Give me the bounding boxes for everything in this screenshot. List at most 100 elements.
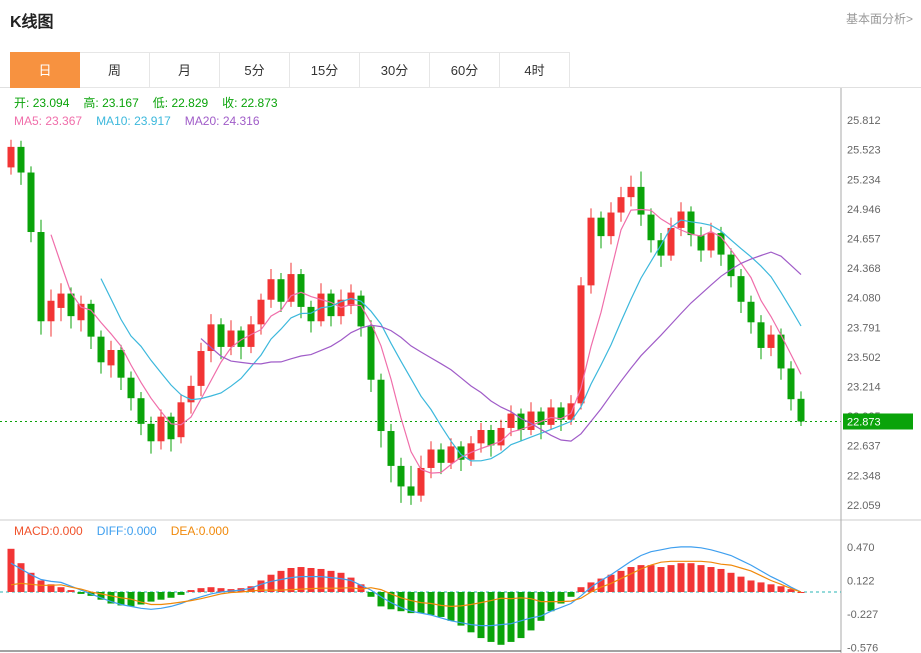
price-axis-label: 24.080: [847, 293, 881, 305]
macd-bar: [377, 592, 385, 607]
candle-body: [387, 431, 395, 466]
macd-bar: [37, 580, 45, 592]
macd-bar: [277, 570, 285, 592]
price-axis-label: 24.368: [847, 263, 881, 275]
candle-body: [27, 172, 35, 233]
candle-body: [797, 398, 805, 422]
macd-bar: [287, 568, 295, 592]
candle-body: [347, 292, 355, 306]
macd-bar: [17, 563, 25, 592]
tab-60min[interactable]: 60分: [430, 52, 500, 88]
candle-body: [427, 449, 435, 468]
macd-bar: [657, 567, 665, 592]
price-axis-label: 25.234: [847, 174, 881, 186]
candle-body: [617, 197, 625, 213]
low-label: 低:: [152, 96, 169, 110]
fundamental-analysis-link[interactable]: 基本面分析>: [845, 12, 913, 26]
macd-value: 0.000: [52, 524, 83, 538]
diff-label: DIFF:: [96, 524, 127, 538]
ma-legend: MA5: 23.367 MA10: 23.917 MA20: 24.316: [14, 114, 274, 128]
macd-bar: [367, 592, 375, 597]
macd-bar: [717, 568, 725, 592]
candle-body: [447, 446, 455, 463]
price-axis-label: 22.059: [847, 500, 881, 512]
macd-bar: [767, 584, 775, 592]
tab-5min[interactable]: 5分: [220, 52, 290, 88]
open-value: 23.094: [32, 96, 70, 110]
candle-body: [327, 293, 335, 317]
candle-body: [237, 330, 245, 347]
candle-body: [477, 430, 485, 444]
price-axis-label: 24.946: [847, 204, 881, 216]
candle-body: [537, 411, 545, 425]
macd-histogram[interactable]: [7, 548, 805, 645]
candle-body: [787, 368, 795, 400]
macd-bar: [667, 565, 675, 592]
candle-body: [747, 301, 755, 323]
candle-body: [497, 427, 505, 446]
macd-bar: [497, 592, 505, 645]
ma5-line: [50, 208, 802, 474]
candle-body: [437, 449, 445, 463]
candle-body: [377, 379, 385, 432]
macd-bar: [527, 592, 535, 631]
macd-bar: [477, 592, 485, 639]
macd-bar: [687, 563, 695, 592]
candle-body: [487, 430, 495, 446]
candle-body: [157, 416, 165, 442]
candle-body: [307, 306, 315, 322]
macd-bar: [97, 592, 105, 600]
price-axis: 25.812 25.523 25.234 24.946 24.657 24.368 24.0…: [843, 115, 913, 653]
macd-bar: [437, 592, 445, 617]
candle-body: [667, 227, 675, 256]
macd-bar: [677, 563, 685, 592]
tab-30min[interactable]: 30分: [360, 52, 430, 88]
candle-body: [257, 299, 265, 325]
candle-body: [727, 254, 735, 277]
candle-body: [137, 398, 145, 424]
tab-day[interactable]: 日: [10, 52, 80, 88]
candle-body: [767, 334, 775, 348]
candle-body: [637, 186, 645, 215]
macd-bar: [27, 572, 35, 592]
ohlc-legend: 开: 23.094 高: 23.167 低: 22.829 收: 22.873: [14, 94, 292, 111]
tab-15min[interactable]: 15分: [290, 52, 360, 88]
candle-body: [687, 211, 695, 236]
ma10-line: [100, 219, 802, 462]
macd-bar: [327, 570, 335, 592]
candle-body: [717, 233, 725, 255]
macd-bar: [177, 592, 185, 595]
candle-body: [127, 377, 135, 399]
ma5-label: MA5:: [14, 114, 43, 128]
candle-body: [167, 416, 175, 440]
candle-body: [467, 443, 475, 460]
macd-bar: [207, 587, 215, 592]
candle-body: [37, 232, 45, 322]
macd-legend: MACD:0.000 DIFF:0.000 DEA:0.000: [14, 524, 243, 538]
macd-bar: [7, 548, 15, 592]
macd-bar: [67, 590, 75, 592]
macd-bar: [397, 592, 405, 612]
macd-bar: [217, 588, 225, 592]
high-label: 高:: [83, 96, 99, 110]
macd-bar: [167, 592, 175, 598]
candle-body: [267, 279, 275, 300]
ma20-line: [200, 251, 802, 442]
tab-4hour[interactable]: 4时: [500, 52, 570, 88]
macd-bar: [307, 568, 315, 592]
macd-bar: [467, 592, 475, 633]
candle-body: [287, 274, 295, 302]
tab-month[interactable]: 月: [150, 52, 220, 88]
tab-week[interactable]: 周: [80, 52, 150, 88]
macd-axis-label: 0.122: [847, 575, 875, 587]
kline-chart[interactable]: 25.812 25.523 25.234 24.946 24.657 24.368 24.0…: [0, 88, 921, 653]
high-value: 23.167: [102, 96, 139, 110]
macd-bar: [297, 567, 305, 592]
candlestick-plot[interactable]: [7, 139, 805, 505]
candle-body: [297, 274, 305, 307]
macd-bar: [747, 580, 755, 592]
dea-line: [10, 560, 802, 608]
macd-bar: [457, 592, 465, 626]
macd-axis-label: -0.227: [847, 609, 878, 621]
macd-bar: [267, 574, 275, 592]
